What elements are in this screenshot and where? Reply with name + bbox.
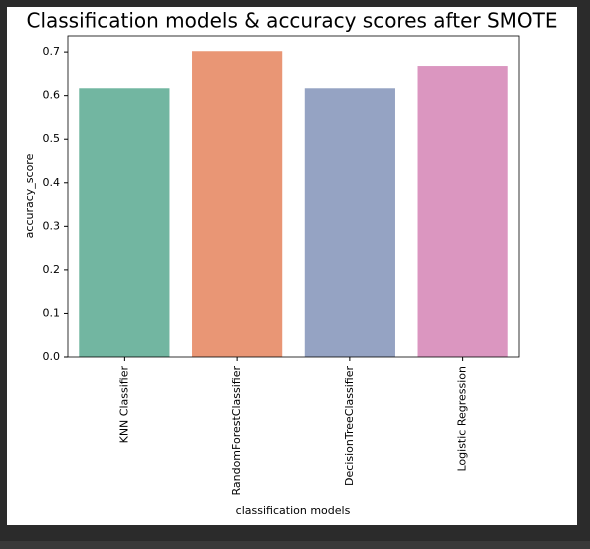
- x-tick-label: KNN Classifier: [117, 366, 130, 444]
- y-tick-label: 0.7: [43, 45, 61, 58]
- y-tick-label: 0.6: [43, 89, 61, 102]
- y-tick-label: 0.5: [43, 132, 61, 145]
- x-axis-label: classification models: [236, 504, 351, 517]
- bottom-bar: [0, 541, 590, 549]
- y-tick-label: 0.2: [43, 263, 61, 276]
- y-tick-label: 0.4: [43, 176, 61, 189]
- plot-frame: [67, 35, 520, 358]
- bar: [304, 88, 395, 358]
- bar: [79, 88, 170, 358]
- y-axis-label: accuracy_score: [23, 153, 36, 238]
- x-tick-label: DecisionTreeClassifier: [343, 366, 356, 486]
- x-tick-label: Logistic Regression: [456, 366, 469, 472]
- bar: [417, 66, 508, 357]
- y-tick-label: 0.1: [43, 306, 61, 319]
- x-tick-label: RandomForestClassifier: [230, 366, 243, 496]
- y-tick-label: 0.3: [43, 219, 61, 232]
- chart-title: Classification models & accuracy scores …: [26, 9, 557, 33]
- bar: [192, 51, 283, 357]
- y-tick-label: 0.0: [43, 350, 61, 363]
